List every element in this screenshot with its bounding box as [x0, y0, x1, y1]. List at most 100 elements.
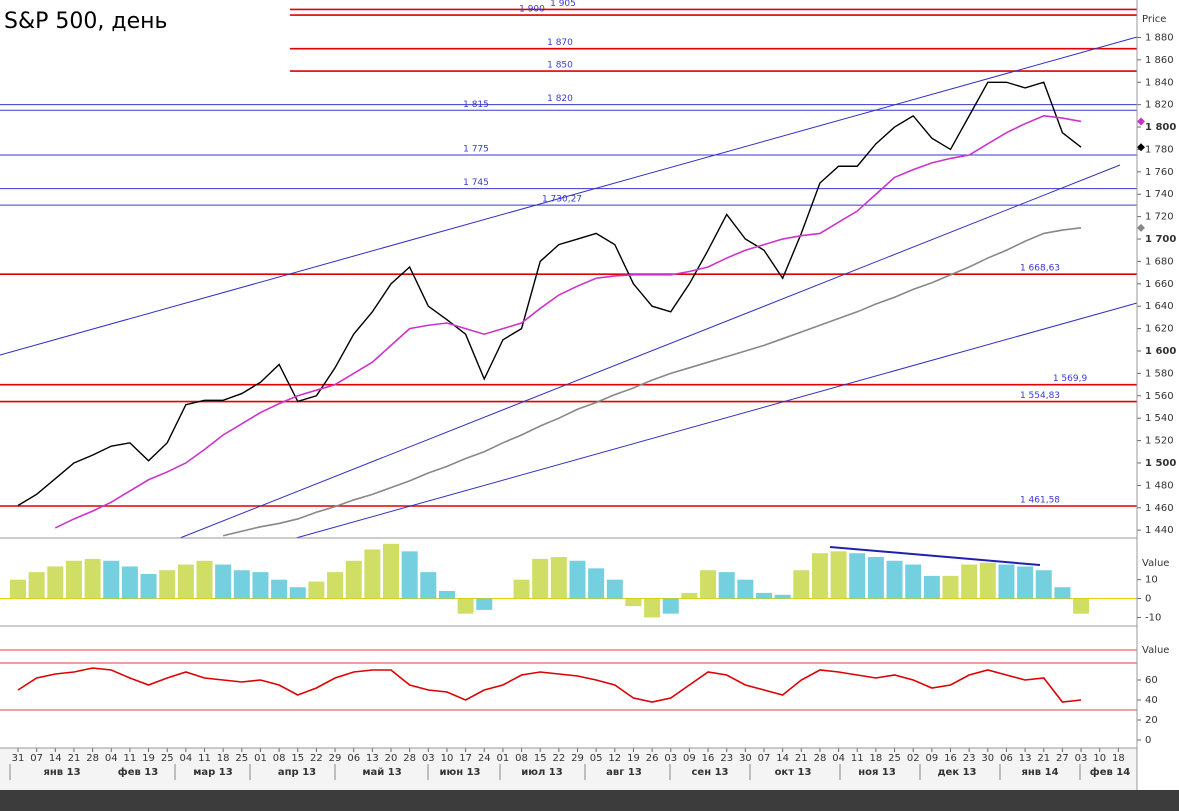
last-value-marker	[1137, 143, 1145, 152]
x-tick-label: 03	[664, 753, 677, 764]
y-tick-label: 1 840	[1145, 77, 1174, 88]
last-value-marker	[1137, 117, 1145, 126]
histogram-bar	[513, 579, 530, 599]
y-tick-label: 1 480	[1145, 480, 1174, 491]
x-tick-label: 14	[49, 753, 62, 764]
y-tick-label: 1 460	[1145, 503, 1174, 514]
x-tick-label: 09	[925, 753, 938, 764]
plot: 1 440 1 460 1 480 1 500 1 520 1 540 1 560 1 580…	[0, 0, 1176, 780]
x-tick-label: 07	[30, 753, 43, 764]
y-tick-label: 40	[1145, 695, 1158, 706]
x-tick-label: 29	[329, 753, 342, 764]
level-label: 1 745	[463, 178, 489, 188]
x-tick-label: 13	[366, 753, 379, 764]
month-label: ноя 13	[858, 767, 896, 778]
y-tick-label: 1 560	[1145, 391, 1174, 402]
price-line	[17, 81, 1082, 507]
x-tick-label: 06	[1000, 753, 1013, 764]
histogram-bar	[140, 574, 157, 599]
histogram-bar	[923, 575, 940, 599]
histogram-bar	[550, 557, 567, 599]
month-label: авг 13	[606, 767, 642, 778]
rsi-line	[17, 667, 1082, 703]
x-tick-label: 19	[627, 753, 640, 764]
x-tick-label: 03	[1075, 753, 1088, 764]
x-tick-label: 21	[795, 753, 808, 764]
y-tick-label: 1 880	[1145, 32, 1174, 43]
x-tick-label: 28	[814, 753, 827, 764]
x-tick-label: 22	[552, 753, 565, 764]
x-tick-label: 18	[217, 753, 230, 764]
histogram-bar	[196, 560, 213, 599]
histogram-bar	[961, 564, 978, 599]
trend-line	[0, 36, 1138, 356]
histogram-bar	[737, 579, 754, 599]
y-tick-label: 1 640	[1145, 301, 1174, 312]
x-tick-label: 17	[459, 753, 472, 764]
y-tick-label: 20	[1145, 715, 1158, 726]
histogram-bar	[811, 553, 828, 599]
x-tick-label: 08	[273, 753, 286, 764]
y-tick-label: 1 500	[1145, 458, 1176, 469]
y-tick-label: 1 740	[1145, 189, 1174, 200]
footer-bar	[0, 790, 1179, 811]
x-tick-label: 13	[1019, 753, 1032, 764]
histogram-bar	[588, 568, 605, 599]
histogram-bar	[383, 543, 399, 599]
x-tick-label: 25	[888, 753, 901, 764]
histogram-bar	[998, 564, 1015, 599]
y-tick-label: 1 860	[1145, 55, 1174, 66]
histogram-bar	[867, 557, 884, 599]
y-tick-label: 1 440	[1145, 525, 1174, 536]
histogram-bar	[47, 566, 64, 599]
x-tick-label: 11	[124, 753, 137, 764]
y-tick-label: 10	[1145, 575, 1158, 586]
x-tick-label: 20	[385, 753, 398, 764]
x-tick-label: 07	[758, 753, 771, 764]
x-tick-label: 22	[310, 753, 323, 764]
y-tick-label: 1 820	[1145, 100, 1174, 111]
histogram-bar	[401, 551, 418, 599]
month-label: фев 14	[1090, 766, 1130, 778]
histogram-bar	[1054, 587, 1071, 599]
level-label: 1 668,63	[1020, 264, 1060, 274]
x-tick-label: 04	[179, 753, 192, 764]
histogram-bar	[364, 549, 381, 599]
x-tick-label: 24	[478, 753, 491, 764]
x-tick-label: 11	[851, 753, 864, 764]
last-value-marker	[1137, 223, 1145, 232]
histogram-bar	[10, 579, 26, 599]
x-tick-label: 15	[291, 753, 304, 764]
histogram-bar	[271, 579, 288, 599]
month-label: сен 13	[691, 767, 728, 778]
histogram-bar	[177, 564, 194, 599]
y-tick-label: 1 580	[1145, 368, 1174, 379]
level-label: 1 900	[519, 5, 545, 15]
histogram-bar	[774, 594, 791, 599]
level-label: 1 730,27	[542, 195, 582, 205]
level-label: 1 815	[463, 100, 489, 110]
x-tick-label: 11	[198, 753, 211, 764]
histogram-bar	[289, 587, 306, 599]
month-label: апр 13	[278, 767, 316, 778]
histogram-bar	[159, 570, 176, 599]
x-tick-label: 21	[68, 753, 81, 764]
histogram-bar	[65, 560, 82, 599]
x-tick-label: 16	[944, 753, 957, 764]
histogram-bar	[457, 598, 474, 614]
month-label: мар 13	[193, 767, 233, 778]
histogram-bar	[420, 572, 437, 599]
x-tick-label: 27	[1056, 753, 1069, 764]
x-tick-label: 04	[832, 753, 845, 764]
histogram-bar	[84, 558, 101, 599]
histogram-bar	[942, 575, 959, 599]
histogram-bar	[308, 581, 325, 599]
histogram-bar	[718, 572, 735, 599]
title-box	[0, 0, 290, 75]
histogram-bar	[644, 598, 661, 618]
x-tick-label: 30	[981, 753, 994, 764]
x-tick-label: 23	[720, 753, 733, 764]
x-axis-area	[0, 748, 1137, 790]
histogram-bar	[905, 564, 922, 599]
